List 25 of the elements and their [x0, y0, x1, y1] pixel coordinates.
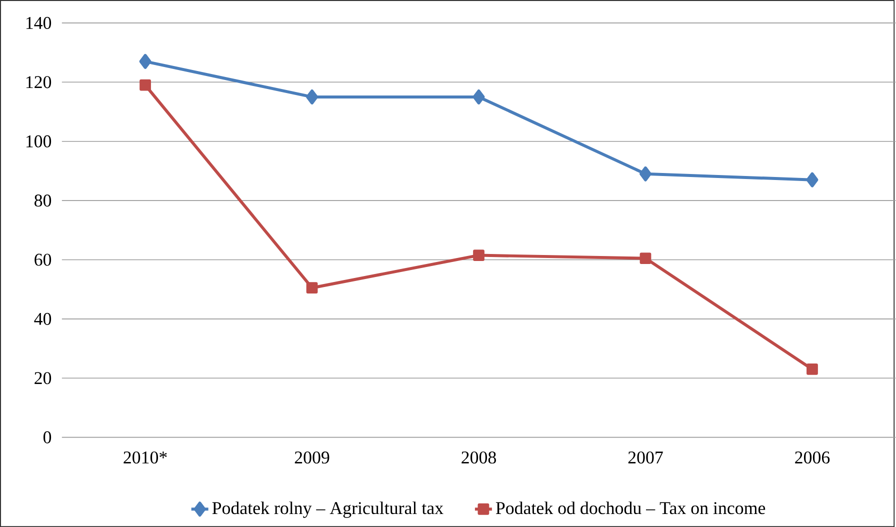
point: [139, 54, 152, 69]
point: [140, 79, 151, 91]
point: [640, 252, 652, 264]
y-tick-label: 60: [34, 254, 52, 266]
y-tick-label: 120: [26, 76, 52, 88]
point: [306, 282, 318, 294]
y-tick-label: 20: [34, 372, 52, 384]
x-tick-label: 2008: [462, 451, 496, 464]
point: [306, 89, 318, 104]
y-tick-label: 100: [26, 135, 52, 148]
point: [806, 363, 818, 375]
x-tick-label: 2006: [795, 451, 830, 464]
y-tick-label: 0: [43, 431, 52, 444]
x-tick-label: 2010*: [124, 451, 167, 464]
y-tick-label: 40: [34, 312, 52, 325]
y-tick-label: 140: [26, 16, 52, 29]
x-tick-label: 2009: [294, 451, 330, 464]
point: [806, 172, 818, 188]
point: [640, 166, 652, 182]
legend-label: Podatek rolny – Agricultural tax: [212, 501, 444, 518]
point: [472, 89, 485, 104]
x-tick-label: 2007: [628, 451, 663, 464]
point: [473, 250, 484, 261]
y-tick-label: 80: [34, 194, 52, 206]
legend-label: Podatek od dochodu – Tax on income: [496, 501, 766, 514]
